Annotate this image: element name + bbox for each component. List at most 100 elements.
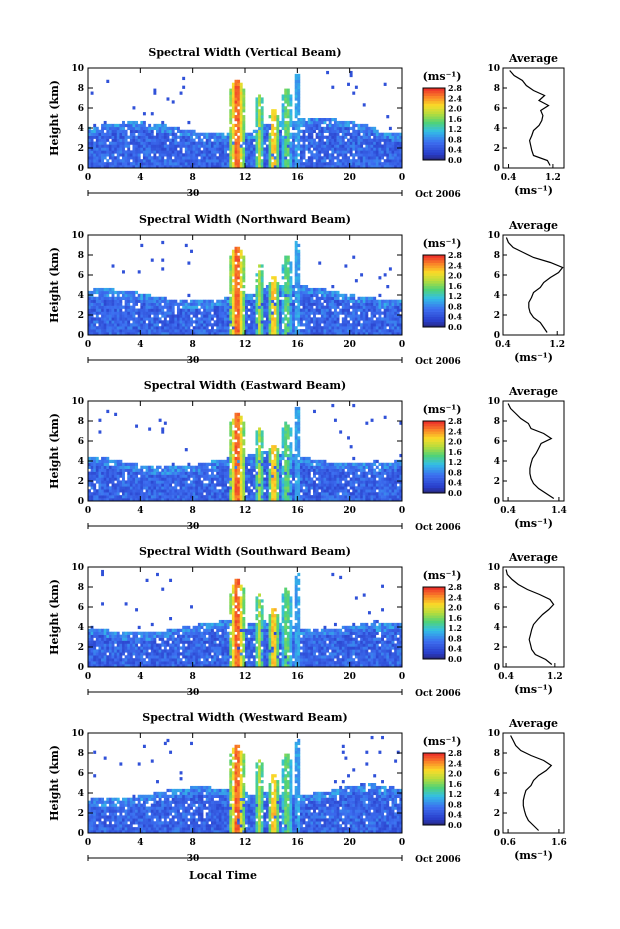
heatmap-cell: [394, 311, 398, 315]
heatmap-cell: [289, 115, 293, 119]
heatmap-cell: [279, 474, 282, 478]
heatmap-cell: [153, 486, 157, 490]
heatmap-cell: [108, 156, 112, 160]
heatmap-cell: [250, 465, 254, 469]
heatmap-cell: [260, 150, 264, 154]
heatmap-cell: [166, 492, 170, 496]
heatmap-cell: [286, 129, 290, 133]
heatmap-cell: [169, 326, 173, 330]
heatmap-cell: [286, 471, 290, 475]
heatmap-cell: [163, 326, 167, 330]
heatmap-cell: [305, 162, 309, 166]
heatmap-cell: [88, 290, 91, 295]
heatmap-cell: [161, 477, 165, 481]
heatmap-cell: [365, 135, 369, 139]
heatmap-cell: [315, 293, 319, 298]
heatmap-cell: [289, 153, 293, 157]
heatmap-cell: [169, 489, 173, 493]
heatmap-cell: [388, 317, 392, 321]
heatmap-cell: [237, 302, 241, 306]
heatmap-cell: [271, 480, 275, 484]
heatmap-cell: [297, 85, 301, 89]
heatmap-cell: [265, 156, 269, 160]
heatmap-cell: [101, 474, 104, 478]
heatmap-cell: [399, 132, 403, 136]
heatmap-cell: [352, 326, 356, 330]
heatmap-cell: [344, 147, 348, 151]
heatmap-cell: [313, 302, 316, 306]
heatmap-cell: [158, 471, 162, 475]
heatmap-cell: [378, 162, 382, 166]
heatmap-cell: [197, 311, 201, 315]
heatmap-cell: [197, 159, 201, 163]
heatmap-cell: [166, 311, 170, 315]
heatmap-cell: [268, 147, 272, 151]
heatmap-cell: [336, 162, 340, 166]
heatmap-cell: [171, 323, 175, 327]
heatmap-cell: [176, 468, 180, 472]
heatmap-cell: [98, 296, 102, 300]
heatmap-cell: [258, 165, 261, 169]
heatmap-cell: [98, 320, 102, 324]
heatmap-cell: [122, 320, 125, 324]
heatmap-cell: [271, 445, 275, 449]
heatmap-cell: [137, 123, 141, 128]
heatmap-cell: [187, 120, 191, 125]
heatmap-cell: [276, 287, 280, 292]
heatmap-cell: [344, 150, 348, 154]
heatmap-cell: [171, 465, 175, 469]
heatmap-cell: [234, 165, 238, 169]
heatmap-cell: [299, 156, 303, 160]
heatmap-cell: [208, 138, 212, 142]
heatmap-cell: [341, 153, 345, 157]
heatmap-cell: [250, 326, 254, 330]
heatmap-cell: [101, 144, 104, 148]
heatmap-cell: [318, 138, 322, 142]
heatmap-cell: [375, 317, 379, 321]
heatmap-cell: [200, 462, 204, 466]
heatmap-cell: [365, 132, 369, 136]
heatmap-cell: [127, 165, 131, 169]
heatmap-cell: [289, 150, 293, 154]
heatmap-cell: [158, 299, 162, 303]
heatmap-cell: [174, 477, 178, 481]
heatmap-cell: [349, 329, 353, 333]
heatmap-cell: [116, 498, 120, 502]
heatmap-cell: [224, 474, 227, 478]
heatmap-cell: [258, 320, 261, 324]
heatmap-cell: [101, 329, 104, 333]
heatmap-cell: [106, 308, 110, 312]
heatmap-cell: [237, 91, 241, 95]
heatmap-cell: [292, 290, 296, 295]
heatmap-cell: [276, 302, 280, 306]
heatmap-cell: [119, 311, 123, 315]
heatmap-cell: [203, 498, 207, 502]
heatmap-cell: [166, 162, 170, 166]
heatmap-cell: [229, 442, 233, 446]
heatmap-cell: [354, 147, 358, 151]
heatmap-cell: [297, 314, 301, 318]
heatmap-cell: [328, 305, 332, 309]
heatmap-cell: [252, 326, 256, 330]
heatmap-cell: [163, 150, 167, 154]
heatmap-cell: [135, 471, 139, 475]
heatmap-cell: [349, 147, 353, 151]
heatmap-cell: [289, 112, 293, 116]
heatmap-cell: [323, 150, 327, 154]
heatmap-cell: [399, 308, 403, 312]
heatmap-cell: [234, 489, 238, 493]
heatmap-cell: [239, 495, 243, 499]
heatmap-cell: [294, 489, 298, 493]
heatmap-cell: [182, 129, 186, 133]
heatmap-cell: [247, 141, 251, 145]
heatmap-cell: [208, 302, 212, 306]
heatmap-cell: [294, 311, 298, 315]
heatmap-cell: [195, 498, 199, 502]
heatmap-cell: [313, 293, 316, 298]
heatmap-cell: [213, 144, 217, 148]
heatmap-cell: [142, 314, 146, 318]
heatmap-cell: [313, 129, 316, 133]
heatmap-cell: [150, 480, 154, 484]
heatmap-cell: [184, 144, 188, 148]
heatmap-cell: [90, 495, 94, 499]
